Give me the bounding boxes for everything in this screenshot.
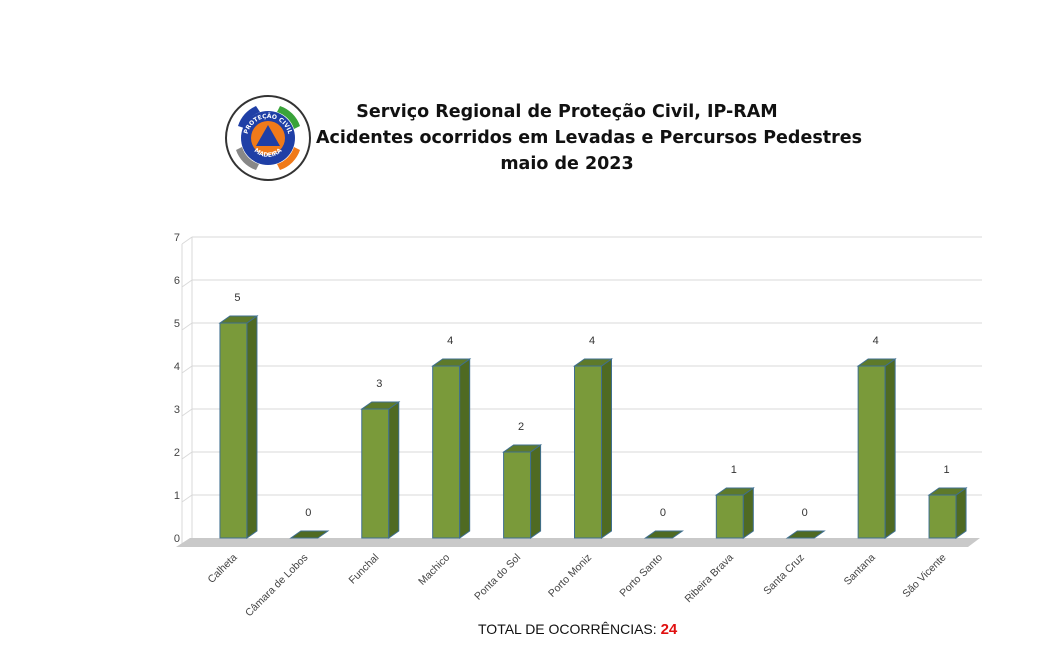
gridline-side <box>181 494 193 503</box>
bar-zero-top <box>643 530 684 539</box>
bar-front <box>503 451 532 539</box>
bar-front <box>219 322 248 539</box>
x-tick-label: Funchal <box>346 552 381 587</box>
bar-top <box>502 444 543 453</box>
bar-ponta-do-sol <box>502 444 543 539</box>
bars <box>218 315 968 539</box>
total-occurrences: TOTAL DE OCORRÊNCIAS: 24 <box>478 621 677 638</box>
x-tick-label: Santana <box>842 552 878 588</box>
bar-side <box>530 444 542 539</box>
x-tick-label: Porto Moniz <box>546 552 594 600</box>
bar-side <box>742 487 754 539</box>
bar-front <box>361 408 390 539</box>
bar-top <box>360 401 401 410</box>
bar-front <box>432 365 461 539</box>
y-tick-label: 2 <box>174 447 180 459</box>
bar-top <box>218 315 259 324</box>
bar-funchal <box>360 401 401 539</box>
bar-front <box>857 365 886 539</box>
title-line-1: Serviço Regional de Proteção Civil, IP-R… <box>356 102 778 122</box>
bar-front <box>928 494 957 539</box>
data-label: 4 <box>873 335 879 347</box>
civil-protection-logo: PROTEÇÃO CIVIL MADEIRA <box>225 95 311 181</box>
bar-zero-top <box>289 530 330 539</box>
bar-porto-moniz <box>572 358 614 539</box>
bar-porto-santo <box>643 530 684 539</box>
x-tick-label: Câmara de Lobos <box>243 552 311 620</box>
logo-swoosh-green <box>277 106 300 129</box>
x-tick-label: Ponta do Sol <box>472 552 523 603</box>
x-axis-ticks: Calheta Câmara de Lobos Funchal Machico Pont… <box>205 552 948 620</box>
x-tick-label: Santa Cruz <box>761 552 807 598</box>
data-label: 3 <box>376 378 382 390</box>
chart-title-block: Serviço Regional de Proteção Civil, IP-R… <box>316 99 863 177</box>
y-tick-label: 7 <box>174 232 180 244</box>
bar-top <box>572 358 614 367</box>
bar-câmara-de-lobos <box>289 530 330 539</box>
y-tick-label: 1 <box>174 490 180 502</box>
bar-santa-cruz <box>785 530 826 539</box>
data-labels: 5 0 3 4 2 4 0 1 0 4 1 <box>234 292 949 519</box>
x-tick-label: Machico <box>416 552 452 588</box>
data-label: 1 <box>731 464 737 476</box>
bar-side <box>955 487 967 539</box>
gridline-side <box>181 408 193 417</box>
data-label: 0 <box>305 507 311 519</box>
y-tick-label: 6 <box>174 275 180 287</box>
bar-top <box>431 358 472 367</box>
y-tick-label: 3 <box>174 404 180 416</box>
gridline-side <box>181 365 193 374</box>
gridline-side <box>181 236 193 245</box>
logo-triangle-icon <box>256 125 280 146</box>
data-label: 5 <box>234 292 240 304</box>
data-label: 0 <box>802 507 808 519</box>
data-label: 1 <box>943 464 949 476</box>
y-tick-label: 0 <box>174 533 180 545</box>
data-label: 2 <box>518 421 524 433</box>
gridline-side <box>181 451 193 460</box>
logo-swoosh-gray <box>236 147 259 170</box>
y-tick-label: 5 <box>174 318 180 330</box>
data-label: 0 <box>660 507 666 519</box>
gridline-side <box>181 322 193 331</box>
bar-front <box>715 494 744 539</box>
logo-bottom-text: MADEIRA <box>253 147 284 159</box>
bar-top <box>856 358 897 367</box>
bar-side <box>246 315 258 539</box>
logo-swoosh-orange <box>277 147 300 170</box>
bar-top <box>714 487 755 496</box>
title-line-3: maio de 2023 <box>500 154 634 174</box>
bar-machico <box>431 358 472 539</box>
total-value: 24 <box>660 621 678 638</box>
bar-top <box>927 487 968 496</box>
bar-calheta <box>218 315 259 539</box>
bar-front <box>574 365 602 539</box>
bar-side <box>884 358 896 539</box>
bar-ribeira-brava <box>714 487 755 539</box>
x-tick-label: Ribeira Brava <box>682 552 736 606</box>
y-axis-ticks: 0 1 2 3 4 5 6 7 <box>174 232 180 545</box>
bar-side <box>388 401 400 539</box>
x-tick-label: São Vicente <box>900 552 949 601</box>
bar-são-vicente <box>927 487 968 539</box>
floor-plane <box>176 538 980 547</box>
total-label: TOTAL DE OCORRÊNCIAS: <box>478 621 657 637</box>
chart-floor <box>176 538 980 547</box>
x-tick-label: Porto Santo <box>617 552 665 600</box>
x-tick-label: Calheta <box>205 552 239 586</box>
data-label: 4 <box>447 335 453 347</box>
gridline-side <box>181 279 193 288</box>
bar-santana <box>856 358 897 539</box>
data-label: 4 <box>589 335 595 347</box>
bar-side <box>459 358 471 539</box>
bar-side <box>601 358 612 539</box>
title-line-2: Acidentes ocorridos em Levadas e Percurs… <box>316 128 863 148</box>
y-tick-label: 4 <box>174 361 180 373</box>
logo-swoosh-blue <box>238 106 260 128</box>
bar-zero-top <box>785 530 826 539</box>
